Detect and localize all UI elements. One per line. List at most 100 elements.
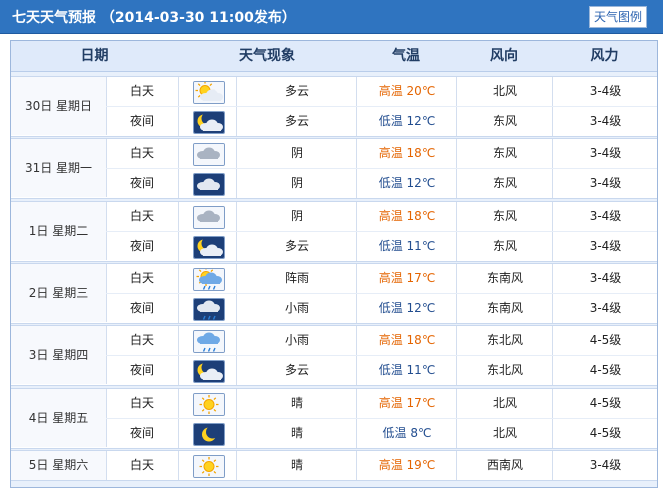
wind-force-cell: 3-4级 bbox=[552, 294, 658, 323]
date-cell: 4日 星期五 bbox=[11, 389, 107, 447]
temperature-value: 12℃ bbox=[406, 176, 436, 190]
weather-cell: 阴 bbox=[236, 169, 357, 198]
temperature-label: 高温 bbox=[378, 209, 403, 223]
weather-icon-cell bbox=[178, 294, 237, 323]
temperature-label: 低温 bbox=[378, 363, 403, 377]
weather-icon-cell bbox=[178, 107, 237, 136]
period-cell: 白天 bbox=[129, 396, 154, 410]
table-header: 日期 天气现象 气温 风向 风力 bbox=[11, 41, 657, 72]
temperature-value: 19℃ bbox=[406, 458, 436, 472]
period-cell: 夜间 bbox=[129, 301, 154, 315]
period-cell: 夜间 bbox=[129, 114, 154, 128]
wind-force-cell: 4-5级 bbox=[552, 419, 658, 448]
wind-direction-cell: 东风 bbox=[456, 107, 553, 136]
weather-icon-cell bbox=[178, 389, 237, 418]
temperature-label: 高温 bbox=[378, 84, 403, 98]
temperature-cell: 高温 20℃ bbox=[356, 77, 457, 106]
date-cell: 31日 星期一 bbox=[11, 139, 107, 197]
table-row: 白天 阵雨 高温 17℃ 东南风 3-4级 bbox=[106, 264, 657, 293]
table-row: 白天阴高温 18℃ 东风 3-4级 bbox=[106, 139, 657, 168]
weather-cell: 小雨 bbox=[236, 326, 357, 355]
wind-force-cell: 4-5级 bbox=[552, 326, 658, 355]
moon-cloud-icon bbox=[193, 111, 225, 134]
date-cell: 1日 星期二 bbox=[11, 202, 107, 260]
weather-legend-button[interactable]: 天气图例 bbox=[589, 6, 647, 28]
temperature-value: 18℃ bbox=[406, 333, 436, 347]
forecast-day-group: 31日 星期一 白天阴高温 18℃ 东风 3-4级 夜间阴低温 12℃ 东风 3-4级 bbox=[11, 138, 657, 199]
temperature-label: 高温 bbox=[378, 333, 403, 347]
period-cell: 白天 bbox=[129, 146, 154, 160]
table-row: 白天 小雨 高温 18℃ 东北风 4-5级 bbox=[106, 326, 657, 355]
temperature-label: 低温 bbox=[378, 239, 403, 253]
temperature-cell: 低温 12℃ bbox=[356, 169, 457, 198]
forecast-day-group: 3日 星期四 白天 小雨 高温 18℃ 东北风 4-5级 夜间 多云 低温 11℃ 东北风 4-5级 bbox=[11, 325, 657, 386]
table-row: 夜间阴低温 12℃ 东风 3-4级 bbox=[106, 168, 657, 198]
wind-direction-cell: 东南风 bbox=[456, 264, 553, 293]
date-cell: 3日 星期四 bbox=[11, 326, 107, 384]
temperature-cell: 高温 18℃ bbox=[356, 326, 457, 355]
temperature-cell: 高温 18℃ bbox=[356, 202, 457, 231]
forecast-day-group: 5日 星期六 白天晴高温 19℃ 西南风 3-4级 bbox=[11, 450, 657, 481]
weather-icon-cell bbox=[178, 451, 237, 480]
temperature-value: 11℃ bbox=[406, 363, 436, 377]
moon-cloud-icon bbox=[193, 236, 225, 259]
weather-icon-cell bbox=[178, 326, 237, 355]
weather-cell: 阴 bbox=[236, 202, 357, 231]
temperature-cell: 高温 17℃ bbox=[356, 264, 457, 293]
wind-force-cell: 3-4级 bbox=[552, 451, 658, 480]
weather-icon-cell bbox=[178, 202, 237, 231]
table-row: 夜间 小雨 低温 12℃ 东南风 3-4级 bbox=[106, 293, 657, 323]
table-row: 白天 多云 高温 20℃ 北风 3-4级 bbox=[106, 77, 657, 106]
moon-icon bbox=[193, 423, 225, 446]
temperature-value: 18℃ bbox=[406, 209, 436, 223]
period-cell: 夜间 bbox=[129, 239, 154, 253]
wind-force-cell: 3-4级 bbox=[552, 169, 658, 198]
weather-cell: 晴 bbox=[236, 419, 357, 448]
weather-cell: 小雨 bbox=[236, 294, 357, 323]
header-wind-direction: 风向 bbox=[490, 48, 518, 64]
forecast-day-group: 4日 星期五 白天晴高温 17℃ 北风 4-5级 夜间晴低温 8℃ 北风 4-5级 bbox=[11, 388, 657, 449]
table-row: 夜间 多云 低温 11℃ 东风 3-4级 bbox=[106, 231, 657, 261]
light-rain-night-icon bbox=[193, 298, 225, 321]
weather-icon-cell bbox=[178, 139, 237, 168]
temperature-value: 12℃ bbox=[406, 301, 436, 315]
temperature-cell: 低温 11℃ bbox=[356, 232, 457, 261]
wind-direction-cell: 东北风 bbox=[456, 326, 553, 355]
table-row: 夜间 多云 低温 11℃ 东北风 4-5级 bbox=[106, 355, 657, 385]
wind-direction-cell: 东南风 bbox=[456, 294, 553, 323]
wind-direction-cell: 东北风 bbox=[456, 356, 553, 385]
overcast-icon bbox=[193, 206, 225, 229]
wind-direction-cell: 北风 bbox=[456, 419, 553, 448]
title-bar: 七天天气预报 （2014-03-30 11:00发布） 天气图例 bbox=[0, 0, 663, 34]
period-cell: 白天 bbox=[129, 84, 154, 98]
date-cell: 5日 星期六 bbox=[11, 451, 107, 480]
table-row: 夜间晴低温 8℃ 北风 4-5级 bbox=[106, 418, 657, 448]
wind-force-cell: 3-4级 bbox=[552, 232, 658, 261]
weather-cell: 多云 bbox=[236, 77, 357, 106]
temperature-label: 低温 bbox=[378, 176, 403, 190]
temperature-value: 8℃ bbox=[410, 426, 432, 440]
wind-direction-cell: 东风 bbox=[456, 202, 553, 231]
weather-icon-cell bbox=[178, 77, 237, 106]
wind-direction-cell: 北风 bbox=[456, 77, 553, 106]
temperature-label: 低温 bbox=[378, 114, 403, 128]
weather-cell: 阴 bbox=[236, 139, 357, 168]
period-cell: 白天 bbox=[129, 271, 154, 285]
sun-icon bbox=[193, 455, 225, 478]
temperature-label: 低温 bbox=[378, 301, 403, 315]
temperature-cell: 高温 19℃ bbox=[356, 451, 457, 480]
period-cell: 白天 bbox=[129, 458, 154, 472]
weather-cell: 多云 bbox=[236, 107, 357, 136]
period-cell: 夜间 bbox=[129, 176, 154, 190]
temperature-label: 低温 bbox=[382, 426, 407, 440]
wind-direction-cell: 东风 bbox=[456, 232, 553, 261]
temperature-label: 高温 bbox=[378, 458, 403, 472]
weather-cell: 晴 bbox=[236, 451, 357, 480]
wind-force-cell: 3-4级 bbox=[552, 139, 658, 168]
table-row: 白天阴高温 18℃ 东风 3-4级 bbox=[106, 202, 657, 231]
sun-cloud-icon bbox=[193, 81, 225, 104]
overcast-icon bbox=[193, 143, 225, 166]
date-cell: 2日 星期三 bbox=[11, 264, 107, 322]
temperature-cell: 低温 12℃ bbox=[356, 107, 457, 136]
weather-icon-cell bbox=[178, 356, 237, 385]
